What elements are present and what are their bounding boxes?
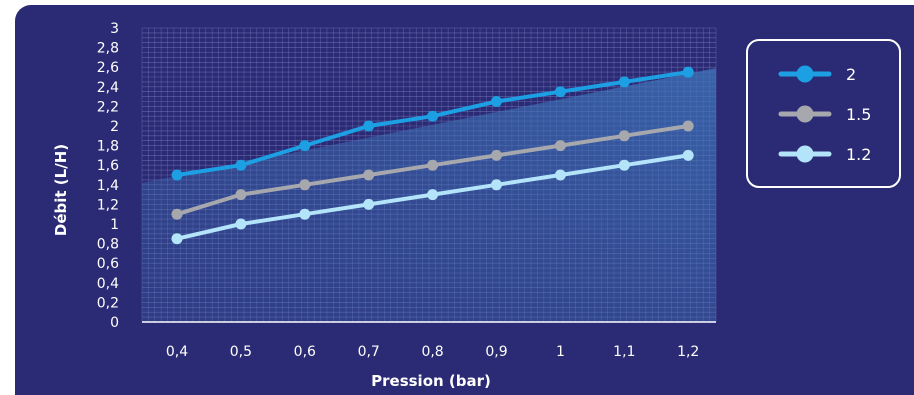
legend: 2 1.5 1.2: [746, 39, 901, 188]
y-tick-label: 2,4: [97, 80, 119, 96]
y-tick-labels: 0 0,2 0,4 0,6 0,8 1 1,2 1,4 1,6 1,8 2 2,2 2,4 2,6 2,8 3: [97, 21, 119, 331]
data-point: [554, 169, 566, 181]
x-tick-label: 0,8: [421, 344, 443, 360]
legend-item: 2: [778, 65, 856, 84]
data-point: [682, 149, 694, 161]
y-tick-label: 3: [110, 21, 119, 37]
x-tick-label: 1,2: [677, 344, 699, 360]
data-point: [235, 159, 247, 171]
data-point: [299, 208, 311, 220]
legend-item: 1.2: [778, 145, 871, 164]
data-point: [554, 140, 566, 152]
series-2: [171, 120, 694, 220]
data-point: [171, 169, 183, 181]
y-tick-label: 2,2: [97, 99, 119, 115]
x-tick-labels: 0,4 0,5 0,6 0,7 0,8 0,9 1 1,1 1,2: [166, 344, 699, 360]
data-point: [427, 110, 439, 122]
y-tick-label: 1,2: [97, 197, 119, 213]
legend-item: 1.5: [778, 105, 871, 124]
y-tick-label: 0,8: [97, 237, 119, 253]
legend-marker-swatch: [796, 145, 814, 163]
legend-label: 2: [846, 65, 856, 84]
y-tick-label: 0,6: [97, 256, 119, 272]
data-point: [618, 76, 630, 88]
data-point: [491, 179, 502, 191]
data-point: [618, 130, 630, 142]
data-point: [235, 189, 247, 201]
data-point: [491, 96, 502, 107]
x-tick-label: 0,5: [230, 344, 252, 360]
series-group: [171, 66, 694, 245]
data-point: [491, 149, 502, 161]
x-tick-label: 0,4: [166, 344, 188, 360]
legend-box: [746, 39, 901, 188]
x-tick-label: 0,9: [485, 344, 507, 360]
data-point: [427, 189, 439, 201]
legend-marker-swatch: [796, 105, 814, 123]
data-point: [427, 159, 439, 171]
data-point: [171, 233, 183, 245]
data-point: [299, 140, 311, 152]
data-point: [363, 169, 375, 181]
y-tick-label: 2: [110, 119, 119, 135]
y-tick-label: 1,6: [97, 158, 119, 174]
y-tick-label: 1,8: [97, 139, 119, 155]
x-tick-label: 0,6: [294, 344, 316, 360]
data-point: [618, 159, 630, 171]
legend-label: 1.5: [846, 105, 871, 124]
y-tick-label: 2,8: [97, 41, 119, 57]
legend-marker-swatch: [796, 65, 814, 83]
series-1: [171, 66, 694, 181]
y-tick-label: 0,2: [97, 295, 119, 311]
data-point: [682, 66, 694, 78]
x-tick-label: 0,7: [358, 344, 380, 360]
y-tick-label: 2,6: [97, 60, 119, 76]
data-point: [171, 208, 183, 220]
y-axis-title: Débit (L/H): [52, 144, 70, 236]
y-tick-label: 0: [110, 315, 119, 331]
x-axis-title: Pression (bar): [371, 372, 491, 390]
series-3: [171, 149, 694, 245]
data-point: [554, 86, 566, 98]
x-tick-label: 1: [556, 344, 565, 360]
data-point: [299, 179, 311, 191]
y-tick-label: 1,4: [97, 178, 119, 194]
data-point: [682, 120, 694, 132]
y-tick-label: 0,4: [97, 276, 119, 292]
y-tick-label: 1: [110, 217, 119, 233]
legend-label: 1.2: [846, 145, 871, 164]
data-point: [235, 218, 247, 230]
x-tick-label: 1,1: [613, 344, 635, 360]
data-point: [363, 198, 375, 210]
data-point: [363, 120, 375, 132]
